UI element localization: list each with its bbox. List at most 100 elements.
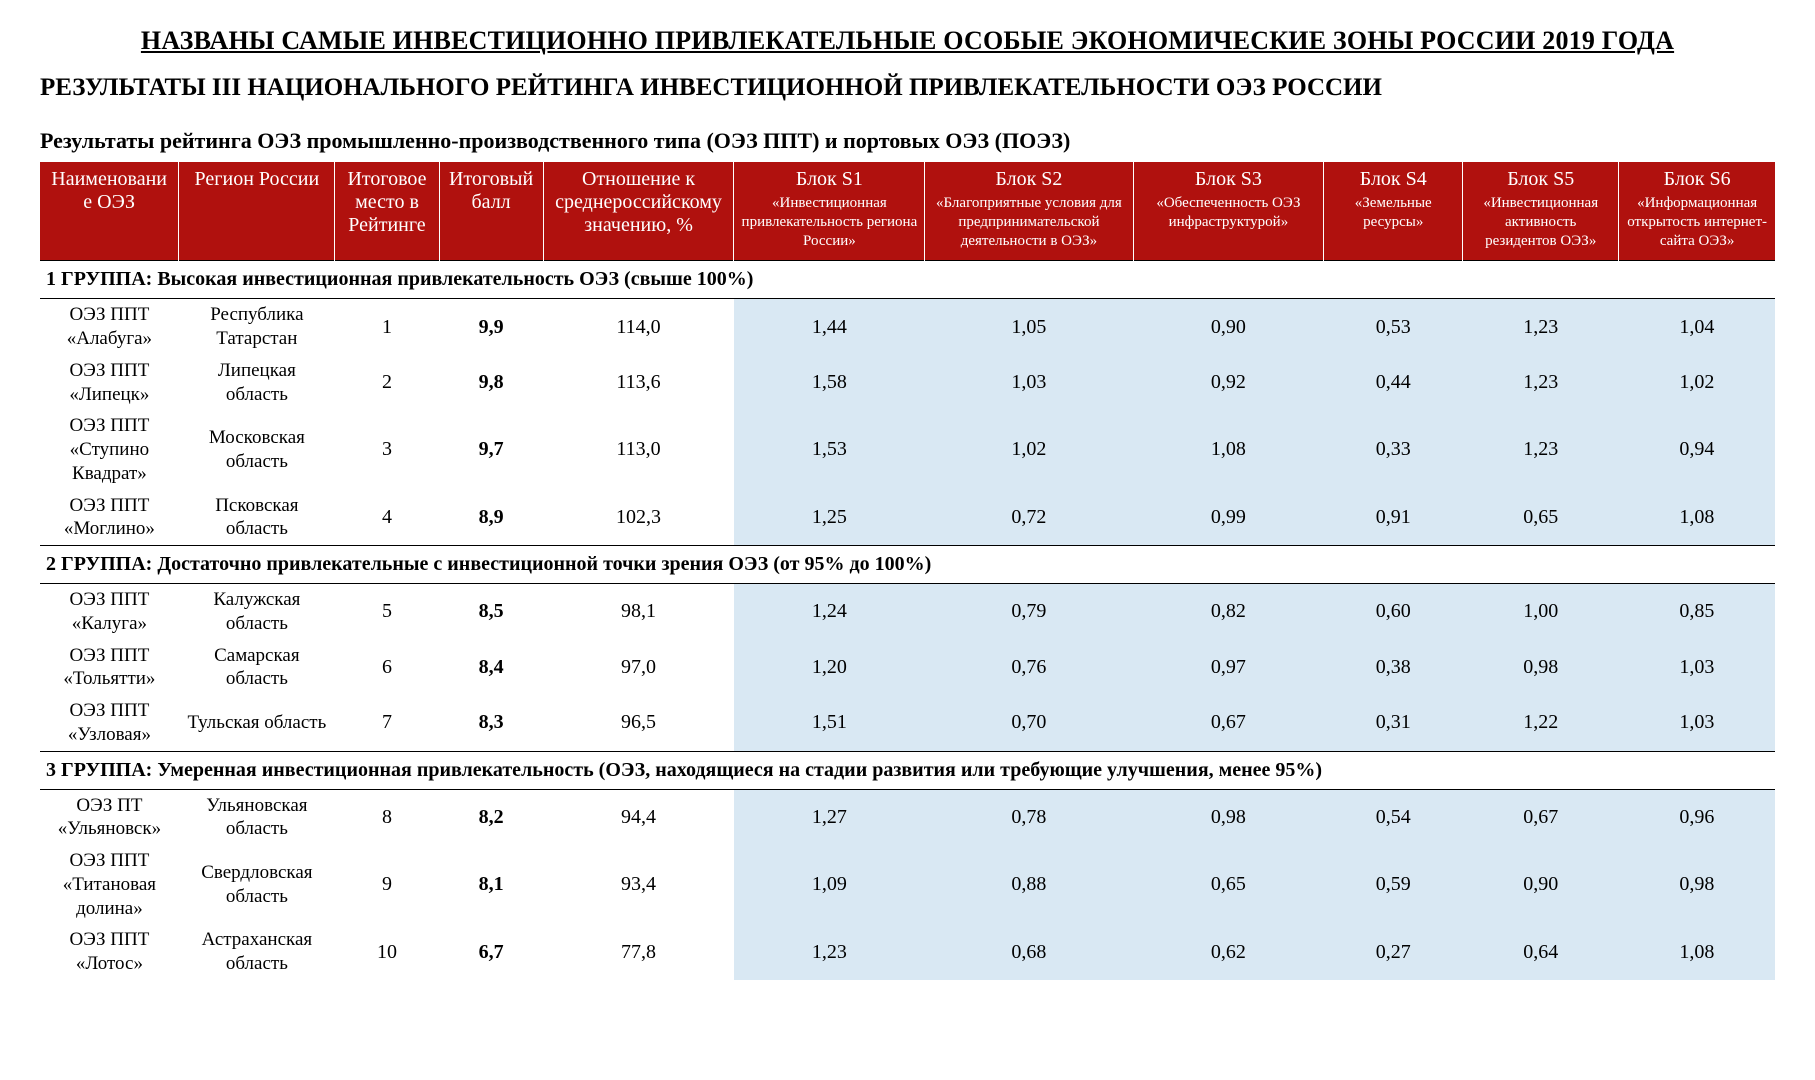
cell-score: 8,4: [439, 640, 543, 696]
cell-b6: 0,85: [1619, 584, 1775, 640]
cell-b1: 1,25: [734, 490, 925, 546]
table-row: ОЭЗ ППТ «Титановая долина»Свердловская о…: [40, 845, 1775, 924]
cell-b1: 1,27: [734, 789, 925, 845]
cell-ratio: 114,0: [543, 299, 734, 355]
cell-b6: 1,02: [1619, 355, 1775, 411]
col-b5: Блок S5«Инвестиционная активность резиде…: [1463, 162, 1619, 261]
cell-b3: 0,98: [1133, 789, 1324, 845]
cell-name: ОЭЗ ППТ «Моглино»: [40, 490, 179, 546]
cell-b1: 1,58: [734, 355, 925, 411]
cell-b4: 0,27: [1324, 924, 1463, 980]
cell-b6: 0,94: [1619, 410, 1775, 489]
col-b3: Блок S3«Обеспеченность ОЭЗ инфраструктур…: [1133, 162, 1324, 261]
cell-name: ОЭЗ ППТ «Тольятти»: [40, 640, 179, 696]
cell-rank: 2: [335, 355, 439, 411]
cell-b4: 0,38: [1324, 640, 1463, 696]
cell-name: ОЭЗ ППТ «Калуга»: [40, 584, 179, 640]
table-caption: Результаты рейтинга ОЭЗ промышленно-прои…: [40, 128, 1775, 154]
cell-b5: 0,67: [1463, 789, 1619, 845]
cell-b6: 0,96: [1619, 789, 1775, 845]
cell-b2: 1,02: [925, 410, 1133, 489]
group-label: 3 ГРУППА: Умеренная инвестиционная привл…: [40, 751, 1775, 789]
cell-b1: 1,09: [734, 845, 925, 924]
cell-region: Астраханская область: [179, 924, 335, 980]
col-b4: Блок S4«Земельные ресурсы»: [1324, 162, 1463, 261]
group-label: 1 ГРУППА: Высокая инвестиционная привлек…: [40, 261, 1775, 299]
table-row: ОЭЗ ППТ «Узловая»Тульская область78,396,…: [40, 695, 1775, 751]
cell-ratio: 113,0: [543, 410, 734, 489]
cell-name: ОЭЗ ППТ «Лотос»: [40, 924, 179, 980]
table-body: 1 ГРУППА: Высокая инвестиционная привлек…: [40, 261, 1775, 980]
cell-name: ОЭЗ ППТ «Узловая»: [40, 695, 179, 751]
cell-b3: 0,67: [1133, 695, 1324, 751]
cell-score: 9,7: [439, 410, 543, 489]
cell-b3: 1,08: [1133, 410, 1324, 489]
cell-rank: 6: [335, 640, 439, 696]
cell-b4: 0,31: [1324, 695, 1463, 751]
cell-rank: 1: [335, 299, 439, 355]
cell-ratio: 113,6: [543, 355, 734, 411]
cell-b3: 0,92: [1133, 355, 1324, 411]
cell-region: Московская область: [179, 410, 335, 489]
cell-rank: 3: [335, 410, 439, 489]
cell-b3: 0,97: [1133, 640, 1324, 696]
cell-score: 8,2: [439, 789, 543, 845]
cell-region: Ульяновская область: [179, 789, 335, 845]
cell-b5: 0,98: [1463, 640, 1619, 696]
cell-b6: 1,08: [1619, 924, 1775, 980]
cell-b3: 0,90: [1133, 299, 1324, 355]
col-region: Регион России: [179, 162, 335, 261]
cell-b1: 1,24: [734, 584, 925, 640]
cell-score: 8,9: [439, 490, 543, 546]
table-row: ОЭЗ ППТ «Ступино Квадрат»Московская обла…: [40, 410, 1775, 489]
cell-b4: 0,33: [1324, 410, 1463, 489]
cell-score: 9,8: [439, 355, 543, 411]
cell-region: Республика Татарстан: [179, 299, 335, 355]
cell-b5: 1,23: [1463, 299, 1619, 355]
cell-b4: 0,59: [1324, 845, 1463, 924]
cell-score: 6,7: [439, 924, 543, 980]
table-row: ОЭЗ ППТ «Тольятти»Самарская область68,49…: [40, 640, 1775, 696]
group-header-row: 3 ГРУППА: Умеренная инвестиционная привл…: [40, 751, 1775, 789]
cell-b5: 1,23: [1463, 355, 1619, 411]
cell-score: 8,1: [439, 845, 543, 924]
cell-b3: 0,99: [1133, 490, 1324, 546]
cell-b2: 1,03: [925, 355, 1133, 411]
cell-score: 8,5: [439, 584, 543, 640]
cell-b3: 0,62: [1133, 924, 1324, 980]
col-b6: Блок S6«Информационная открытость интерн…: [1619, 162, 1775, 261]
table-row: ОЭЗ ППТ «Липецк»Липецкая область29,8113,…: [40, 355, 1775, 411]
cell-name: ОЭЗ ППТ «Алабуга»: [40, 299, 179, 355]
cell-name: ОЭЗ ППТ «Липецк»: [40, 355, 179, 411]
cell-region: Псковская область: [179, 490, 335, 546]
group-header-row: 1 ГРУППА: Высокая инвестиционная привлек…: [40, 261, 1775, 299]
cell-name: ОЭЗ ППТ «Ступино Квадрат»: [40, 410, 179, 489]
cell-b2: 0,78: [925, 789, 1133, 845]
table-row: ОЭЗ ПТ «Ульяновск»Ульяновская область88,…: [40, 789, 1775, 845]
col-score: Итоговый балл: [439, 162, 543, 261]
cell-b5: 1,22: [1463, 695, 1619, 751]
cell-ratio: 94,4: [543, 789, 734, 845]
col-name: Наименовани е ОЭЗ: [40, 162, 179, 261]
cell-score: 9,9: [439, 299, 543, 355]
table-row: ОЭЗ ППТ «Калуга»Калужская область58,598,…: [40, 584, 1775, 640]
cell-b6: 0,98: [1619, 845, 1775, 924]
cell-ratio: 96,5: [543, 695, 734, 751]
cell-b2: 1,05: [925, 299, 1133, 355]
col-rank: Итоговое место в Рейтинге: [335, 162, 439, 261]
cell-b4: 0,54: [1324, 789, 1463, 845]
table-row: ОЭЗ ППТ «Моглино»Псковская область48,910…: [40, 490, 1775, 546]
cell-rank: 10: [335, 924, 439, 980]
cell-b6: 1,03: [1619, 695, 1775, 751]
cell-rank: 9: [335, 845, 439, 924]
col-b1: Блок S1«Инвестиционная привлекательность…: [734, 162, 925, 261]
cell-b2: 0,68: [925, 924, 1133, 980]
cell-region: Калужская область: [179, 584, 335, 640]
cell-b5: 1,23: [1463, 410, 1619, 489]
cell-b3: 0,82: [1133, 584, 1324, 640]
cell-region: Липецкая область: [179, 355, 335, 411]
cell-b5: 0,65: [1463, 490, 1619, 546]
table-row: ОЭЗ ППТ «Лотос»Астраханская область106,7…: [40, 924, 1775, 980]
cell-b3: 0,65: [1133, 845, 1324, 924]
cell-name: ОЭЗ ППТ «Титановая долина»: [40, 845, 179, 924]
